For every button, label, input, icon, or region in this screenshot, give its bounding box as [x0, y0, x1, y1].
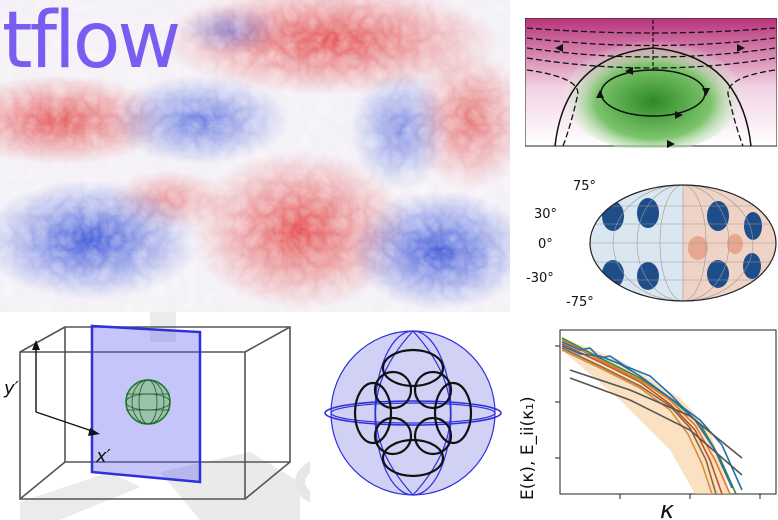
energy-spectrum-plot: E(κ), E_ii(κ₁) κ	[518, 329, 777, 520]
turbulence-field-image	[0, 0, 510, 312]
spectrum-x-label: κ	[660, 496, 675, 520]
tflow-logo: tflow	[2, 0, 181, 86]
lat-label-30: 30°	[534, 207, 557, 222]
spectrum-y-label: E(κ), E_ii(κ₁)	[518, 396, 538, 500]
mollweide-map: 75° 30° 0° -30° -75°	[526, 179, 777, 308]
lat-label-minus75: -75°	[566, 295, 594, 308]
domain-box-diagram: y′ x′	[3, 312, 310, 520]
sphere-particle-diagram	[324, 330, 502, 496]
streamline-plot	[525, 18, 777, 148]
y-axis-label: y′	[3, 378, 19, 399]
lat-label-minus30: -30°	[526, 271, 554, 286]
x-axis-label: x′	[95, 446, 111, 467]
lat-label-0: 0°	[538, 237, 553, 252]
lat-label-75: 75°	[573, 179, 596, 194]
